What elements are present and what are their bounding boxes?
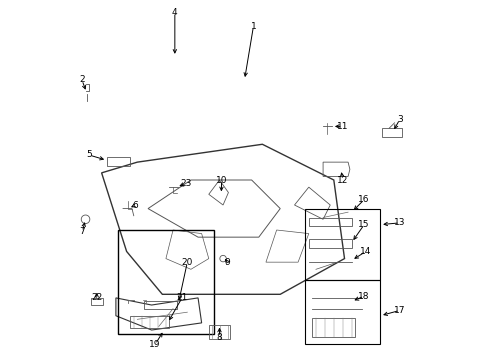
Text: 2: 2 xyxy=(79,76,84,85)
Bar xyxy=(308,217,351,226)
Text: 18: 18 xyxy=(358,292,369,301)
Text: 4: 4 xyxy=(172,8,177,17)
Bar xyxy=(305,280,380,344)
Text: 3: 3 xyxy=(396,115,402,124)
Bar xyxy=(130,316,169,328)
Bar xyxy=(308,239,351,248)
Text: 23: 23 xyxy=(180,179,191,188)
Text: 20: 20 xyxy=(181,258,193,267)
Text: 21: 21 xyxy=(176,293,187,302)
Text: 19: 19 xyxy=(149,340,161,349)
Text: 15: 15 xyxy=(358,220,369,229)
Bar xyxy=(312,318,354,337)
Bar xyxy=(91,298,103,305)
Text: 22: 22 xyxy=(91,293,102,302)
Text: 7: 7 xyxy=(79,227,85,236)
Text: 17: 17 xyxy=(393,306,405,315)
Text: 13: 13 xyxy=(393,219,405,228)
Text: 10: 10 xyxy=(215,176,227,185)
Text: 16: 16 xyxy=(358,195,369,204)
Text: 14: 14 xyxy=(360,247,371,256)
Text: 1: 1 xyxy=(250,22,256,31)
Bar xyxy=(208,325,230,339)
Text: 9: 9 xyxy=(224,258,230,267)
Bar xyxy=(144,301,176,309)
Text: 5: 5 xyxy=(86,150,92,159)
Text: 6: 6 xyxy=(132,201,138,210)
Bar xyxy=(107,157,130,166)
Text: 12: 12 xyxy=(336,176,348,185)
Text: 8: 8 xyxy=(216,333,222,342)
Bar xyxy=(381,128,401,137)
Bar xyxy=(118,230,214,334)
Bar xyxy=(305,208,380,280)
Text: 11: 11 xyxy=(336,122,348,131)
